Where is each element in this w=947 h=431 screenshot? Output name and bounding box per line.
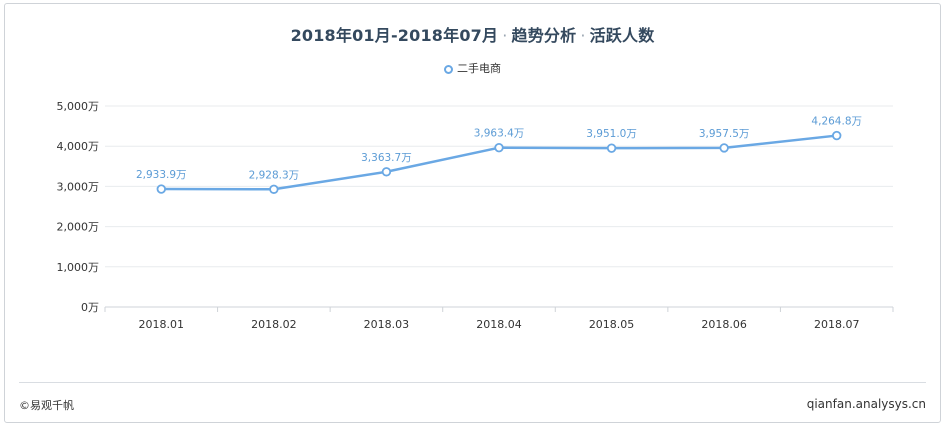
data-label: 4,264.8万 <box>811 116 862 128</box>
y-tick-label: 0万 <box>81 301 99 314</box>
title-separator-2: · <box>580 26 586 45</box>
x-tick-label: 2018.03 <box>364 318 410 331</box>
data-point <box>606 143 617 153</box>
data-label: 3,951.0万 <box>586 128 637 140</box>
data-point <box>381 167 392 177</box>
x-tick-label: 2018.02 <box>251 318 297 331</box>
data-point <box>719 143 729 153</box>
x-tick-label: 2018.04 <box>476 318 522 331</box>
data-point <box>156 184 166 194</box>
x-tick-label: 2018.06 <box>701 318 747 331</box>
data-label: 3,957.5万 <box>699 128 750 140</box>
chart-panel: 2018年01月-2018年07月 · 趋势分析 · 活跃人数 二手电商 0万 1,000… <box>4 3 941 423</box>
data-label: 3,963.4万 <box>474 128 525 140</box>
chart-legend[interactable]: 二手电商 <box>5 60 940 76</box>
x-tick-label: 2018.07 <box>814 318 860 331</box>
title-date-range: 2018年01月-2018年07月 <box>290 26 499 45</box>
title-metric: 活跃人数 <box>589 26 655 45</box>
y-tick-label: 2,000万 <box>57 221 100 234</box>
footer-divider <box>19 382 926 383</box>
y-tick-label: 1,000万 <box>57 261 100 274</box>
legend-marker-icon <box>444 65 453 74</box>
y-tick-label: 4,000万 <box>57 140 100 153</box>
data-label: 2,928.3万 <box>249 169 300 181</box>
data-point <box>494 142 504 153</box>
y-tick-label: 5,000万 <box>57 100 100 113</box>
copyright-text: ©易观千帆 <box>19 399 74 412</box>
site-url: qianfan.analysys.cn <box>806 397 926 411</box>
x-tick-label: 2018.01 <box>139 318 185 331</box>
line-chart: 0万 1,000万 2,000万 3,000万 4,000万 5,000万 2018.01 2… <box>57 100 894 331</box>
legend-label: 二手电商 <box>457 62 501 75</box>
data-point <box>269 184 279 194</box>
y-tick-label: 3,000万 <box>57 180 100 193</box>
data-point <box>832 130 842 141</box>
title-separator: · <box>502 26 508 45</box>
title-analysis: 趋势分析 <box>511 26 577 45</box>
chart-title: 2018年01月-2018年07月 · 趋势分析 · 活跃人数 <box>5 22 940 46</box>
x-tick-label: 2018.05 <box>589 318 635 331</box>
data-label: 3,363.7万 <box>361 152 412 164</box>
data-label: 2,933.9万 <box>136 169 187 181</box>
